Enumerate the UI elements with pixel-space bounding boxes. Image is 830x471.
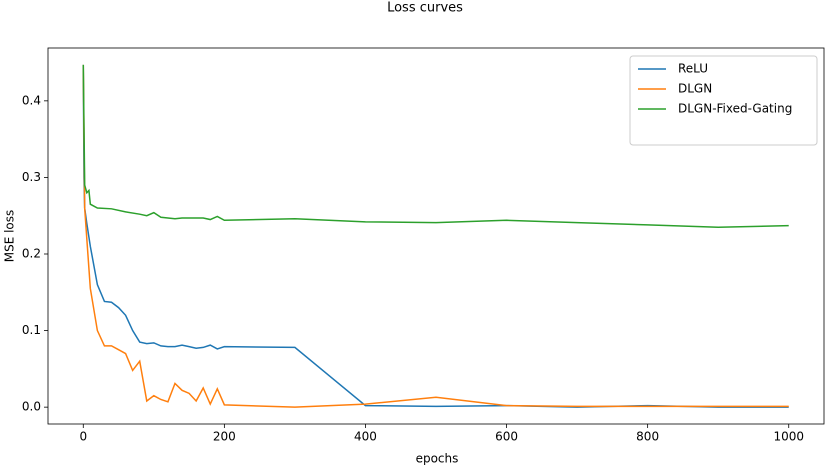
- y-axis-label: MSE loss: [3, 210, 17, 263]
- chart-title: Loss curves: [387, 1, 463, 16]
- x-tick-label: 600: [495, 430, 518, 444]
- x-tick-label: 1000: [773, 430, 804, 444]
- x-tick-label: 800: [636, 430, 659, 444]
- y-tick-label: 0.1: [22, 323, 41, 337]
- legend-label: DLGN: [678, 82, 712, 96]
- legend-label: ReLU: [678, 62, 708, 76]
- legend-label: DLGN-Fixed-Gating: [678, 102, 792, 116]
- line-series: [82, 64, 789, 228]
- line-series: [82, 64, 789, 408]
- x-tick-label: 0: [79, 430, 87, 444]
- legend-box: [629, 55, 818, 146]
- y-tick-label: 0.2: [22, 246, 41, 260]
- plot-frame: [47, 47, 825, 425]
- y-tick-label: 0.0: [22, 400, 41, 414]
- x-tick-label: 200: [213, 430, 236, 444]
- y-tick-label: 0.3: [22, 170, 41, 184]
- line-series: [82, 64, 789, 408]
- y-tick-label: 0.4: [22, 93, 41, 107]
- x-tick-label: 400: [354, 430, 377, 444]
- x-axis-label: epochs: [416, 452, 459, 466]
